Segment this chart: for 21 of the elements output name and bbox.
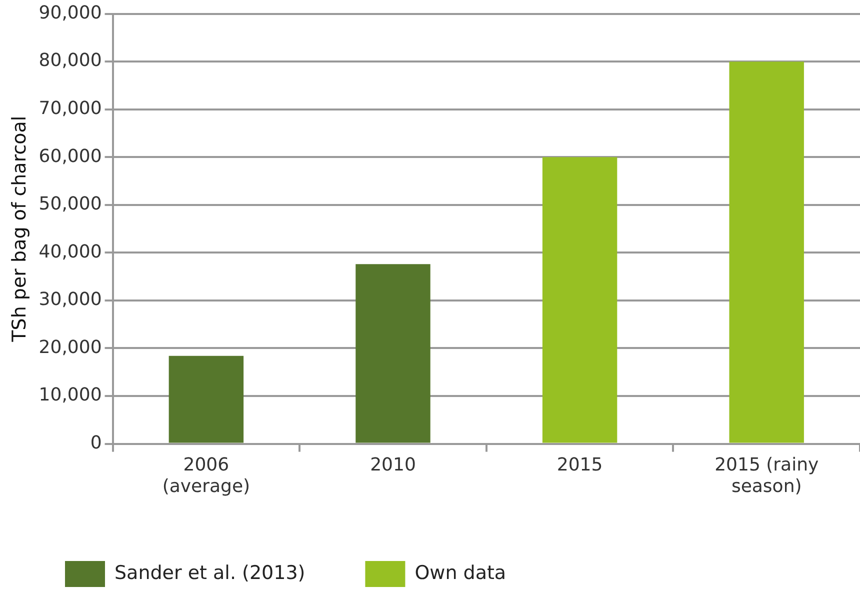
y-axis-title: TSh per bag of charcoal <box>8 116 30 343</box>
bar <box>356 264 430 443</box>
y-tick-label: 10,000 <box>38 384 102 406</box>
y-tick-label: 90,000 <box>38 2 102 24</box>
x-tick-label: 2010 <box>370 454 416 476</box>
x-tick-label: 2015 (rainy season) <box>714 454 819 497</box>
y-tick-label: 0 <box>90 432 102 454</box>
y-tick-label: 20,000 <box>38 336 102 358</box>
y-tick-label: 80,000 <box>38 50 102 72</box>
bar <box>168 356 244 443</box>
legend-label: Sander et al. (2013) <box>114 562 306 584</box>
y-tick-label: 50,000 <box>38 194 102 215</box>
y-tick-label: 30,000 <box>38 289 102 310</box>
y-tick-label: 70,000 <box>38 98 102 120</box>
x-tick-label: 2006 (average) <box>162 454 250 497</box>
bar <box>729 62 804 443</box>
y-tick-label: 40,000 <box>38 241 102 262</box>
y-tick-label: 60,000 <box>38 146 102 167</box>
x-tick-label: 2015 <box>556 454 603 476</box>
bar <box>542 157 618 443</box>
legend-label: Own data <box>414 562 506 584</box>
